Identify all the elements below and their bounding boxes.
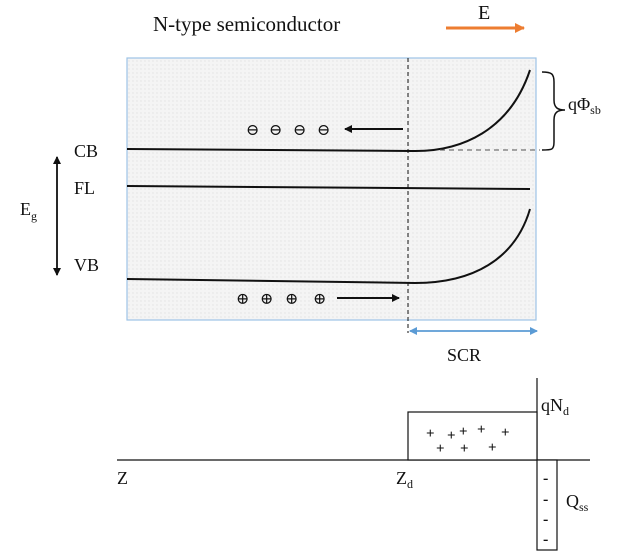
fermi-level-label: FL xyxy=(74,178,95,198)
electron: ⊖ xyxy=(293,122,306,139)
band-gap-subscript: g xyxy=(31,209,37,223)
fermi-level-line xyxy=(126,185,531,190)
plus-sign: + xyxy=(459,424,468,440)
hole: ⊕ xyxy=(285,291,298,308)
surface-charge-subscript: ss xyxy=(579,500,589,514)
valence-band-label: VB xyxy=(74,255,99,275)
electron: ⊖ xyxy=(269,122,282,139)
hole: ⊕ xyxy=(236,291,249,308)
surface-charge-block xyxy=(536,459,558,551)
minus-sign: - xyxy=(543,470,548,487)
depletion-depth-label: Zd xyxy=(396,468,413,491)
plus-sign: + xyxy=(436,441,445,457)
plus-sign: + xyxy=(426,426,435,442)
donor-charge-subscript: d xyxy=(563,404,569,418)
barrier-height-main: qΦ xyxy=(568,94,590,114)
hole-row: ⊕ ⊕ ⊕ ⊕ xyxy=(236,291,326,308)
diagram-title: N-type semiconductor xyxy=(153,12,340,36)
surface-charge-label: Qss xyxy=(566,491,589,514)
surface-charges: - - - - xyxy=(543,470,548,548)
depletion-depth-subscript: d xyxy=(407,477,413,491)
plus-sign: + xyxy=(460,441,469,457)
conduction-band-label: CB xyxy=(74,141,98,161)
minus-sign: - xyxy=(543,511,548,528)
band-gap-main: E xyxy=(20,199,31,219)
plus-sign: + xyxy=(501,425,510,441)
minus-sign: - xyxy=(543,491,548,508)
band-gap-label: Eg xyxy=(20,199,37,223)
valence-band-curve xyxy=(126,208,531,285)
depletion-depth-main: Z xyxy=(396,468,407,488)
minus-sign: - xyxy=(543,531,548,548)
electron: ⊖ xyxy=(246,122,259,139)
z-axis-label: Z xyxy=(117,468,128,488)
electric-field-label: E xyxy=(478,2,490,24)
plus-sign: + xyxy=(447,428,456,444)
donor-charges: + + + + + + + + xyxy=(426,422,510,457)
plus-sign: + xyxy=(477,422,486,438)
space-charge-region-label: SCR xyxy=(447,345,481,365)
conduction-band-curve xyxy=(126,69,531,153)
donor-charge-label: qNd xyxy=(541,395,569,418)
donor-charge-main: qN xyxy=(541,395,563,415)
plus-sign: + xyxy=(488,440,497,456)
barrier-height-brace xyxy=(541,71,566,151)
electron: ⊖ xyxy=(317,122,330,139)
barrier-height-label: qΦsb xyxy=(568,94,601,117)
hole: ⊕ xyxy=(313,291,326,308)
hole: ⊕ xyxy=(260,291,273,308)
barrier-height-subscript: sb xyxy=(590,103,601,117)
donor-charge-block xyxy=(407,411,538,461)
electron-row: ⊖ ⊖ ⊖ ⊖ xyxy=(246,122,330,139)
surface-charge-main: Q xyxy=(566,491,579,511)
